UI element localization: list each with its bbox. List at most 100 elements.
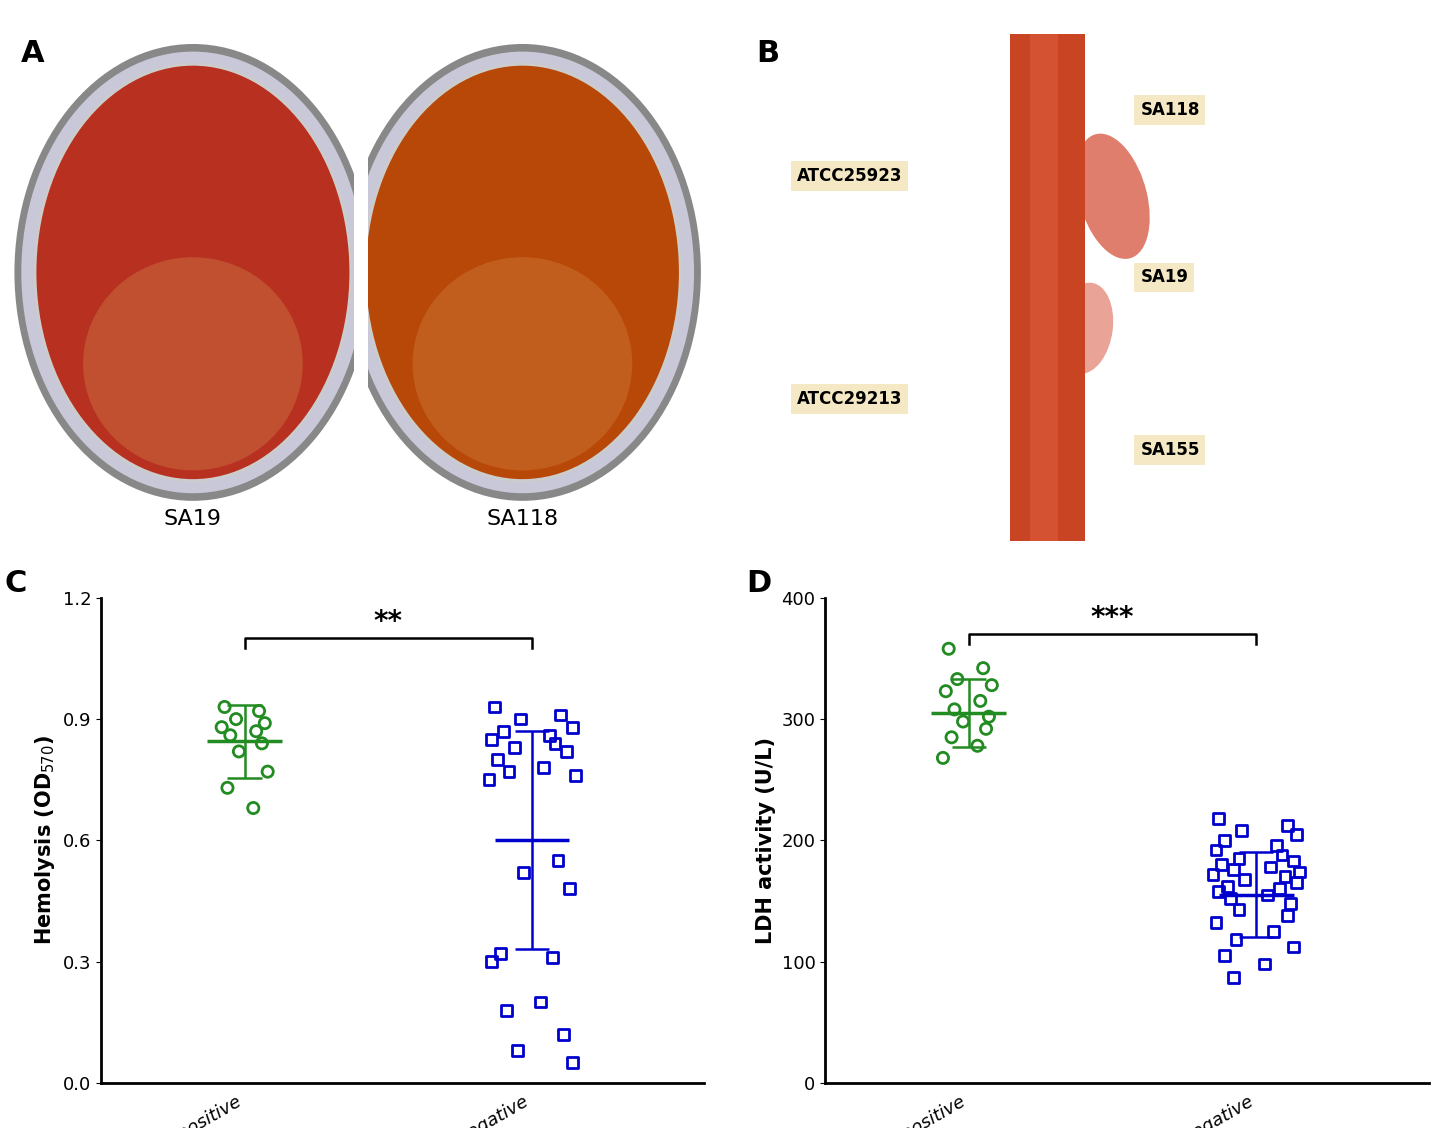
Point: [977, 707, 1000, 725]
Point: [512, 864, 535, 882]
Text: SA19: SA19: [1140, 268, 1188, 287]
Point: [225, 711, 248, 729]
Point: [1255, 885, 1278, 904]
Point: [564, 767, 587, 785]
Point: [556, 742, 579, 760]
Point: [1225, 931, 1248, 949]
Text: SA155: SA155: [1140, 441, 1199, 459]
Point: [561, 1054, 584, 1072]
Point: [1287, 863, 1310, 881]
Point: [1234, 870, 1257, 888]
Point: [1278, 895, 1302, 913]
Point: [1281, 938, 1304, 957]
Point: [216, 778, 240, 796]
Text: A: A: [22, 38, 45, 68]
Point: [1228, 900, 1251, 918]
Point: [939, 729, 962, 747]
Bar: [1010, 34, 1085, 541]
Point: [1284, 874, 1307, 892]
Point: [951, 713, 974, 731]
Point: [1208, 882, 1231, 900]
Point: [478, 770, 501, 788]
Point: [1205, 841, 1228, 860]
Point: [228, 742, 251, 760]
Point: [965, 737, 988, 755]
Point: [1219, 890, 1242, 908]
Point: [1231, 821, 1254, 839]
Bar: [354, 34, 368, 541]
Point: [1214, 946, 1237, 964]
Point: [968, 691, 991, 710]
Point: [1284, 826, 1307, 844]
Point: [550, 706, 573, 724]
Point: [547, 852, 570, 870]
Point: [492, 722, 515, 740]
Point: [1211, 856, 1234, 874]
Text: B: B: [756, 38, 779, 68]
Point: [506, 1041, 530, 1059]
Point: [1214, 831, 1237, 849]
Point: [1208, 810, 1231, 828]
Point: [544, 734, 567, 752]
Ellipse shape: [84, 257, 303, 470]
Ellipse shape: [1076, 133, 1150, 259]
Point: [974, 720, 997, 738]
Point: [934, 682, 957, 700]
Y-axis label: Hemolysis (OD$_{570}$): Hemolysis (OD$_{570}$): [33, 735, 58, 945]
Point: [1281, 852, 1304, 870]
Point: [1273, 867, 1296, 885]
Ellipse shape: [351, 52, 694, 493]
Point: [942, 700, 965, 719]
Point: [481, 730, 504, 748]
Text: D: D: [746, 569, 772, 598]
Point: [1222, 861, 1245, 879]
Point: [481, 952, 504, 970]
Bar: [1030, 34, 1058, 541]
Point: [937, 640, 960, 658]
Point: [1261, 923, 1284, 941]
Point: [1270, 846, 1293, 864]
Point: [1258, 858, 1281, 876]
Point: [254, 714, 277, 732]
Point: [1276, 907, 1299, 925]
Ellipse shape: [413, 257, 632, 470]
Point: [1205, 914, 1228, 932]
Point: [1267, 880, 1290, 898]
Point: [1216, 878, 1240, 896]
Text: SA118: SA118: [486, 509, 558, 529]
Point: [242, 799, 266, 817]
Text: ***: ***: [1091, 603, 1134, 632]
Point: [255, 763, 278, 781]
Ellipse shape: [22, 52, 365, 493]
Point: [489, 944, 512, 962]
Point: [971, 659, 994, 677]
Point: [532, 759, 556, 777]
Point: [1228, 849, 1251, 867]
Point: [1264, 836, 1287, 854]
Text: SA118: SA118: [1140, 102, 1199, 118]
Point: [931, 749, 954, 767]
Point: [486, 750, 509, 768]
Point: [1253, 955, 1276, 973]
Point: [248, 702, 271, 720]
Point: [504, 739, 527, 757]
Point: [541, 949, 564, 967]
Ellipse shape: [14, 44, 371, 501]
Text: **: **: [374, 608, 403, 636]
Point: [483, 698, 506, 716]
Point: [251, 734, 274, 752]
Ellipse shape: [365, 64, 680, 481]
Text: SA19: SA19: [165, 509, 222, 529]
Point: [509, 711, 532, 729]
Point: [214, 698, 237, 716]
Text: ATCC29213: ATCC29213: [797, 390, 902, 408]
Text: C: C: [4, 569, 27, 598]
Point: [553, 1025, 576, 1043]
Point: [245, 722, 268, 740]
Point: [495, 1002, 518, 1020]
Point: [498, 763, 521, 781]
Point: [211, 719, 234, 737]
Point: [538, 726, 561, 744]
Point: [1202, 865, 1225, 883]
Y-axis label: LDH activity (U/L): LDH activity (U/L): [756, 737, 776, 944]
